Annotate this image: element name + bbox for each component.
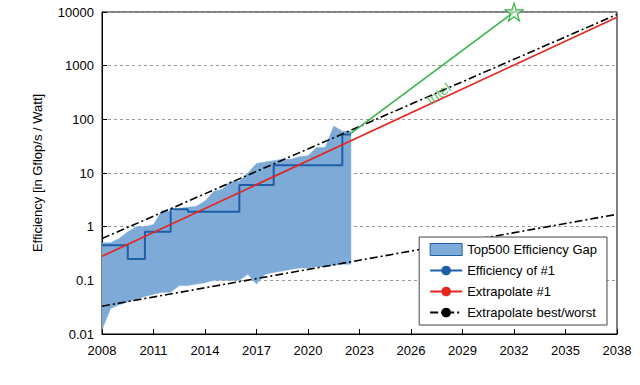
svg-text:1: 1 [87,219,94,234]
svg-text:10000: 10000 [58,5,94,20]
svg-text:0.01: 0.01 [69,327,94,342]
svg-text:0.1: 0.1 [76,273,94,288]
svg-text:2014: 2014 [191,343,220,358]
svg-text:2008: 2008 [88,343,117,358]
svg-text:Extrapolate #1: Extrapolate #1 [467,284,551,299]
svg-text:2026: 2026 [397,343,426,358]
svg-text:10: 10 [80,166,94,181]
svg-text:Efficiency of #1: Efficiency of #1 [467,263,555,278]
svg-text:2029: 2029 [448,343,477,358]
svg-text:2020: 2020 [294,343,323,358]
svg-text:Efficiency [in Gflop/s / Watt]: Efficiency [in Gflop/s / Watt] [30,94,45,252]
svg-text:2011: 2011 [140,343,168,358]
svg-text:2035: 2035 [551,343,580,358]
svg-text:2032: 2032 [500,343,529,358]
svg-text:2038: 2038 [603,343,632,358]
svg-text:Extrapolate best/worst: Extrapolate best/worst [467,305,596,320]
svg-text:1000: 1000 [65,58,94,73]
svg-text:Top500 Efficiency Gap: Top500 Efficiency Gap [467,242,597,257]
svg-text:Intel: Intel [423,79,454,108]
svg-text:2017: 2017 [242,343,271,358]
svg-text:100: 100 [72,112,94,127]
svg-text:2023: 2023 [345,343,374,358]
